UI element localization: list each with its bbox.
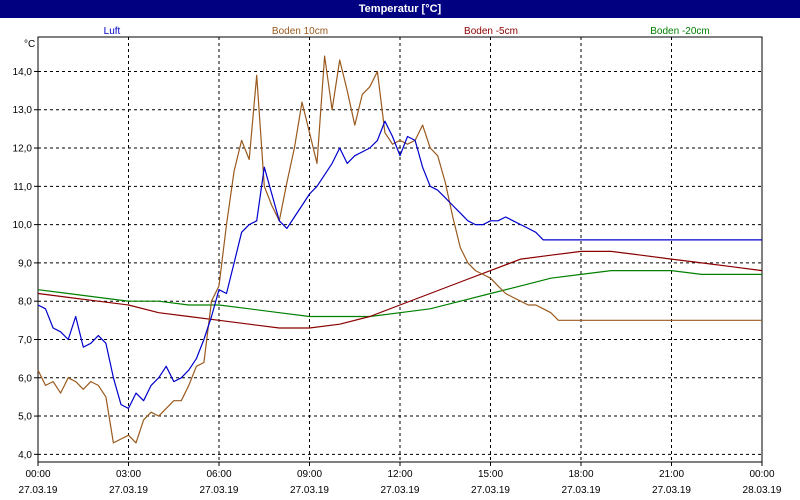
x-tick-date-label: 28.03.19: [743, 485, 782, 496]
y-tick-label: 8,0: [18, 297, 32, 308]
y-tick-label: 10,0: [13, 220, 33, 231]
x-tick-time-label: 09:00: [297, 469, 322, 480]
x-tick-date-label: 27.03.19: [652, 485, 691, 496]
y-tick-label: 7,0: [18, 335, 32, 346]
y-tick-label: 13,0: [13, 105, 33, 116]
y-tick-label: 14,0: [13, 67, 33, 78]
x-tick-time-label: 00:00: [749, 469, 774, 480]
x-tick-date-label: 27.03.19: [471, 485, 510, 496]
legend-entry-boden-20cm: Boden -20cm: [650, 26, 709, 37]
x-tick-date-label: 27.03.19: [200, 485, 239, 496]
series-line-boden-5cm: [37, 250, 763, 329]
y-tick-label: 12,0: [13, 144, 33, 155]
x-tick-time-label: 15:00: [478, 469, 503, 480]
legend-entry-boden-10cm: Boden 10cm: [272, 26, 328, 37]
legend-entry-luft: Luft: [104, 26, 121, 37]
x-tick-time-label: 00:00: [25, 469, 50, 480]
x-tick-date-label: 27.03.19: [109, 485, 148, 496]
y-tick-label: 4,0: [18, 450, 32, 461]
x-tick-date-label: 27.03.19: [562, 485, 601, 496]
x-tick-time-label: 21:00: [659, 469, 684, 480]
y-tick-label: 6,0: [18, 373, 32, 384]
y-tick-label: 11,0: [13, 182, 32, 193]
x-tick-date-label: 27.03.19: [381, 485, 420, 496]
y-tick-label: 9,0: [18, 258, 32, 269]
y-tick-label: 5,0: [18, 412, 32, 423]
x-tick-time-label: 06:00: [206, 469, 231, 480]
x-tick-time-label: 12:00: [387, 469, 412, 480]
window-title: Temperatur [°C]: [0, 0, 800, 18]
x-tick-time-label: 03:00: [116, 469, 141, 480]
series-line-boden-10cm: [37, 55, 762, 444]
series-line-boden-20cm: [37, 270, 762, 318]
y-axis-label: °C: [24, 39, 35, 50]
legend-entry-boden-5cm: Boden -5cm: [464, 26, 518, 37]
x-tick-time-label: 18:00: [568, 469, 593, 480]
x-tick-date-label: 27.03.19: [290, 485, 329, 496]
series-line-luft: [37, 120, 762, 409]
x-tick-date-label: 27.03.19: [19, 485, 58, 496]
